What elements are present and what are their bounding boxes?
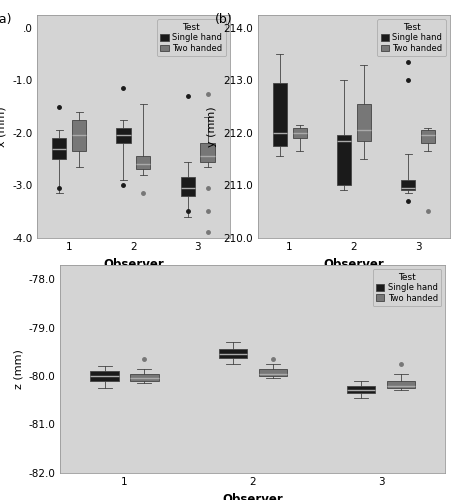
PathPatch shape: [90, 371, 119, 381]
PathPatch shape: [72, 120, 86, 151]
X-axis label: Observer: Observer: [323, 258, 383, 271]
Y-axis label: z (mm): z (mm): [13, 349, 23, 389]
X-axis label: Observer: Observer: [103, 258, 163, 271]
PathPatch shape: [130, 374, 158, 381]
PathPatch shape: [180, 178, 194, 196]
Legend: Single hand, Two handed: Single hand, Two handed: [372, 269, 440, 306]
PathPatch shape: [136, 156, 150, 170]
Y-axis label: x (mm): x (mm): [0, 106, 6, 146]
Legend: Single hand, Two handed: Single hand, Two handed: [376, 19, 445, 56]
PathPatch shape: [200, 144, 214, 162]
Y-axis label: y (mm): y (mm): [207, 106, 217, 146]
PathPatch shape: [116, 128, 130, 144]
PathPatch shape: [386, 381, 414, 388]
PathPatch shape: [272, 83, 286, 146]
PathPatch shape: [420, 130, 434, 143]
PathPatch shape: [400, 180, 414, 190]
PathPatch shape: [336, 136, 350, 185]
PathPatch shape: [52, 138, 66, 159]
Legend: Single hand, Two handed: Single hand, Two handed: [156, 19, 225, 56]
PathPatch shape: [219, 350, 247, 358]
PathPatch shape: [258, 369, 286, 376]
Text: (a): (a): [0, 13, 12, 26]
X-axis label: Observer: Observer: [222, 493, 282, 500]
Text: (b): (b): [215, 13, 232, 26]
PathPatch shape: [292, 128, 306, 138]
PathPatch shape: [346, 386, 375, 393]
PathPatch shape: [356, 104, 370, 141]
